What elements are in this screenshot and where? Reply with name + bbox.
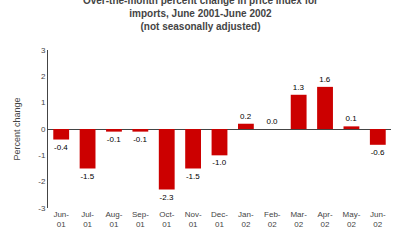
svg-text:-3: -3 — [38, 204, 46, 213]
svg-text:3: 3 — [41, 46, 46, 55]
svg-text:Over-the-month percent change: Over-the-month percent change in price i… — [83, 0, 318, 32]
svg-text:Aug-01: Aug-01 — [106, 210, 123, 229]
svg-text:2: 2 — [41, 72, 46, 81]
svg-text:Percent change: Percent change — [12, 97, 22, 160]
svg-text:Feb-02: Feb-02 — [264, 210, 281, 229]
svg-text:-1.5: -1.5 — [186, 172, 200, 181]
svg-text:Jun-01: Jun-01 — [53, 210, 69, 229]
svg-text:-0.4: -0.4 — [54, 143, 68, 152]
svg-text:-2.3: -2.3 — [160, 193, 174, 202]
svg-text:-0.1: -0.1 — [107, 135, 121, 144]
svg-text:Jul-01: Jul-01 — [81, 210, 94, 229]
svg-text:-1.5: -1.5 — [80, 172, 94, 181]
svg-text:1: 1 — [41, 98, 46, 107]
svg-text:0.0: 0.0 — [266, 117, 278, 126]
svg-text:-1: -1 — [38, 151, 46, 160]
svg-text:0.1: 0.1 — [346, 114, 358, 123]
svg-text:Jun-02: Jun-02 — [370, 210, 386, 229]
svg-text:-2: -2 — [38, 177, 46, 186]
svg-text:Mar-02: Mar-02 — [290, 210, 307, 229]
svg-text:Oct-01: Oct-01 — [159, 210, 174, 229]
svg-text:Dec-01: Dec-01 — [211, 210, 228, 229]
svg-text:Apr-02: Apr-02 — [317, 210, 332, 229]
svg-text:-1.0: -1.0 — [212, 158, 226, 167]
svg-text:Jan-02: Jan-02 — [238, 210, 254, 229]
svg-text:-0.6: -0.6 — [371, 148, 385, 157]
svg-text:Nov-01: Nov-01 — [185, 210, 202, 229]
svg-text:1.6: 1.6 — [319, 75, 331, 84]
svg-text:1.3: 1.3 — [293, 83, 305, 92]
svg-text:-0.1: -0.1 — [133, 135, 147, 144]
svg-text:Sep-01: Sep-01 — [132, 210, 149, 229]
svg-text:0: 0 — [41, 125, 46, 134]
svg-text:May-02: May-02 — [343, 210, 361, 229]
svg-text:0.2: 0.2 — [240, 112, 252, 121]
